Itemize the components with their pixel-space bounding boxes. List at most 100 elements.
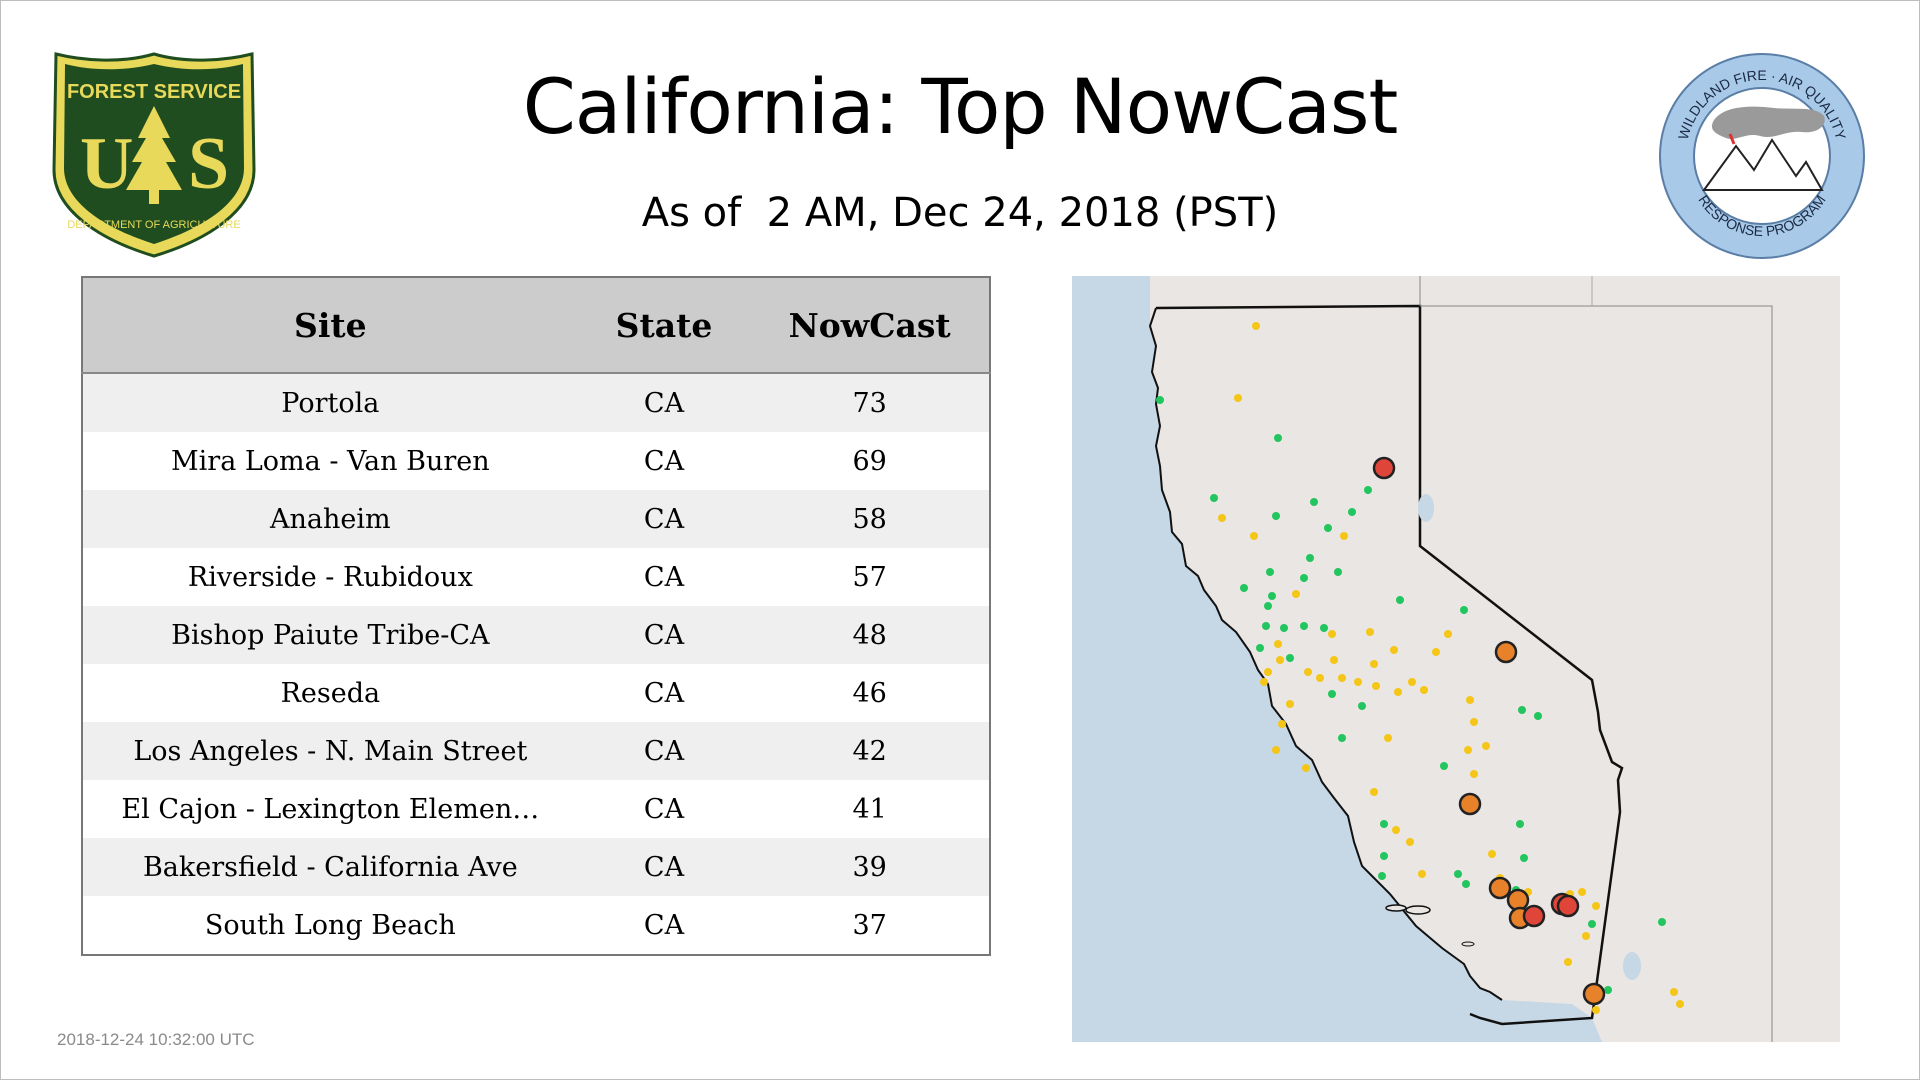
monitor-marker-moderate xyxy=(1272,746,1280,754)
svg-text:S: S xyxy=(188,123,229,205)
monitor-marker-moderate xyxy=(1408,678,1416,686)
nowcast-cell: 41 xyxy=(750,780,990,838)
page-title: California: Top NowCast xyxy=(522,62,1399,151)
table-row: Mira Loma - Van Buren CA 69 xyxy=(82,432,990,490)
column-header-site: Site xyxy=(82,277,578,374)
state-cell: CA xyxy=(577,432,751,490)
monitor-marker-moderate xyxy=(1304,668,1312,676)
state-cell: CA xyxy=(577,896,751,955)
monitor-marker-good xyxy=(1280,624,1288,632)
monitor-marker-moderate xyxy=(1370,788,1378,796)
monitor-marker-good xyxy=(1588,920,1596,928)
monitor-marker-moderate xyxy=(1252,322,1260,330)
table-row: Los Angeles - N. Main Street CA 42 xyxy=(82,722,990,780)
monitor-marker-good xyxy=(1396,596,1404,604)
monitor-marker-good xyxy=(1658,918,1666,926)
table-row: Bakersfield - California Ave CA 39 xyxy=(82,838,990,896)
monitor-marker-good xyxy=(1518,706,1526,714)
monitor-marker-usg xyxy=(1488,876,1512,900)
monitor-marker-good xyxy=(1286,654,1294,662)
monitor-marker-moderate xyxy=(1384,734,1392,742)
monitor-marker-good xyxy=(1364,486,1372,494)
monitor-marker-good xyxy=(1440,762,1448,770)
svg-text:U: U xyxy=(80,123,133,205)
land-area xyxy=(1150,276,1840,1042)
monitor-marker-moderate xyxy=(1234,394,1242,402)
monitor-marker-moderate xyxy=(1340,532,1348,540)
site-cell: Riverside - Rubidoux xyxy=(82,548,578,606)
site-cell: Bakersfield - California Ave xyxy=(82,838,578,896)
state-cell: CA xyxy=(577,373,751,432)
table-row: Portola CA 73 xyxy=(82,373,990,432)
state-cell: CA xyxy=(577,664,751,722)
nowcast-cell: 42 xyxy=(750,722,990,780)
monitor-marker-moderate xyxy=(1578,888,1586,896)
monitor-marker-moderate xyxy=(1392,826,1400,834)
site-cell: El Cajon - Lexington Elemen… xyxy=(82,780,578,838)
island xyxy=(1385,904,1407,912)
column-header-state: State xyxy=(577,277,751,374)
generated-timestamp: 2018-12-24 10:32:00 UTC xyxy=(57,1030,255,1049)
monitor-marker-moderate xyxy=(1482,742,1490,750)
usg-markers xyxy=(1458,640,1606,1006)
forest-service-wordmark: FOREST SERVICE xyxy=(67,81,241,103)
nowcast-cell: 37 xyxy=(750,896,990,955)
monitor-marker-good xyxy=(1358,702,1366,710)
monitor-marker-good xyxy=(1380,820,1388,828)
monitor-marker-good xyxy=(1604,986,1612,994)
nowcast-cell: 39 xyxy=(750,838,990,896)
site-cell: South Long Beach xyxy=(82,896,578,955)
monitor-marker-moderate xyxy=(1302,764,1310,772)
monitor-marker-moderate xyxy=(1260,678,1268,686)
state-cell: CA xyxy=(577,780,751,838)
monitor-marker-good xyxy=(1520,854,1528,862)
monitor-marker-good xyxy=(1240,584,1248,592)
site-cell: Mira Loma - Van Buren xyxy=(82,432,578,490)
monitor-marker-usg xyxy=(1494,640,1518,664)
site-cell: Portola xyxy=(82,373,578,432)
table-row: South Long Beach CA 37 xyxy=(82,896,990,955)
unhealthy-markers xyxy=(1372,456,1580,928)
monitor-marker-moderate xyxy=(1218,514,1226,522)
monitor-marker-good xyxy=(1264,602,1272,610)
table-row: El Cajon - Lexington Elemen… CA 41 xyxy=(82,780,990,838)
nowcast-cell: 46 xyxy=(750,664,990,722)
monitor-marker-moderate xyxy=(1264,668,1272,676)
monitor-marker-unhealthy xyxy=(1522,904,1546,928)
site-cell: Bishop Paiute Tribe-CA xyxy=(82,606,578,664)
monitor-marker-good xyxy=(1256,644,1264,652)
state-cell: CA xyxy=(577,722,751,780)
monitor-marker-good xyxy=(1334,568,1342,576)
lake-tahoe xyxy=(1418,494,1434,522)
pine-tree-icon xyxy=(126,106,182,204)
california-border xyxy=(1155,304,1624,1026)
monitor-marker-good xyxy=(1306,554,1314,562)
monitor-marker-good xyxy=(1378,872,1386,880)
monitor-marker-moderate xyxy=(1488,850,1496,858)
island xyxy=(1461,941,1475,947)
monitor-marker-good xyxy=(1348,508,1356,516)
monitor-marker-good xyxy=(1460,606,1468,614)
monitor-marker-moderate xyxy=(1292,590,1300,598)
monitor-marker-moderate xyxy=(1406,838,1414,846)
table-header-row: Site State NowCast xyxy=(82,277,990,374)
forest-service-logo: FOREST SERVICE U S DEPARTMENT OF AGRICUL… xyxy=(52,52,256,258)
monitor-marker-good xyxy=(1268,592,1276,600)
nowcast-cell: 48 xyxy=(750,606,990,664)
state-cell: CA xyxy=(577,606,751,664)
monitor-marker-good xyxy=(1266,568,1274,576)
monitor-marker-moderate xyxy=(1250,532,1258,540)
monitor-marker-moderate xyxy=(1432,648,1440,656)
moderate-markers xyxy=(1218,322,1684,1014)
mountains-icon xyxy=(1702,138,1824,191)
monitor-marker-moderate xyxy=(1394,688,1402,696)
monitor-marker-moderate xyxy=(1592,902,1600,910)
monitor-marker-moderate xyxy=(1366,628,1374,636)
monitor-marker-moderate xyxy=(1466,696,1474,704)
table-row: Reseda CA 46 xyxy=(82,664,990,722)
monitor-marker-good xyxy=(1310,498,1318,506)
monitor-marker-good xyxy=(1454,870,1462,878)
monitor-marker-moderate xyxy=(1338,674,1346,682)
wildland-fire-logo: WILDLAND FIRE · AIR QUALITY RESPONSE PRO… xyxy=(1659,53,1865,259)
monitor-marker-good xyxy=(1272,512,1280,520)
